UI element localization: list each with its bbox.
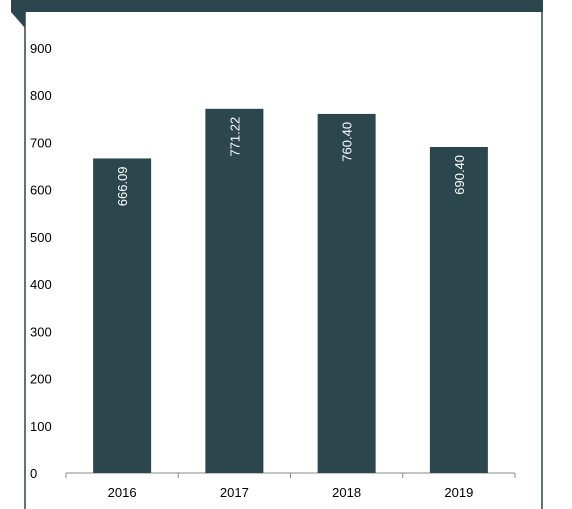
x-tick-label-2019: 2019 — [444, 485, 473, 500]
y-tick-label: 100 — [30, 419, 52, 434]
y-tick-label: 600 — [30, 183, 52, 198]
data-label-2016: 666.09 — [115, 166, 130, 206]
y-tick-label: 0 — [30, 466, 37, 481]
bar-2016 — [93, 158, 152, 473]
y-tick-label: 500 — [30, 230, 52, 245]
y-tick-label: 800 — [30, 88, 52, 103]
header-band — [11, 0, 543, 28]
x-tick-label-2018: 2018 — [332, 485, 361, 500]
bars-group: 666.09 771.22 760.40 690.40 — [93, 108, 488, 473]
x-tick-label-2017: 2017 — [220, 485, 249, 500]
x-axis: 2016 2017 2018 2019 — [65, 472, 516, 500]
y-tick-label: 300 — [30, 324, 52, 339]
chart-frame: 0 100 200 300 400 500 600 700 800 900 2016 2017 201… — [11, 0, 543, 509]
data-label-2019: 690.40 — [452, 155, 467, 195]
y-tick-label: 400 — [30, 277, 52, 292]
data-label-2018: 760.40 — [340, 122, 355, 162]
y-axis: 0 100 200 300 400 500 600 700 800 900 — [30, 41, 52, 481]
data-label-2017: 771.22 — [227, 117, 242, 157]
bar-2017 — [205, 108, 264, 473]
x-tick-label-2016: 2016 — [108, 485, 137, 500]
y-tick-label: 700 — [30, 135, 52, 150]
y-tick-label: 900 — [30, 41, 52, 56]
bar-2018 — [317, 113, 376, 473]
y-tick-label: 200 — [30, 372, 52, 387]
bar-2019 — [429, 146, 488, 473]
